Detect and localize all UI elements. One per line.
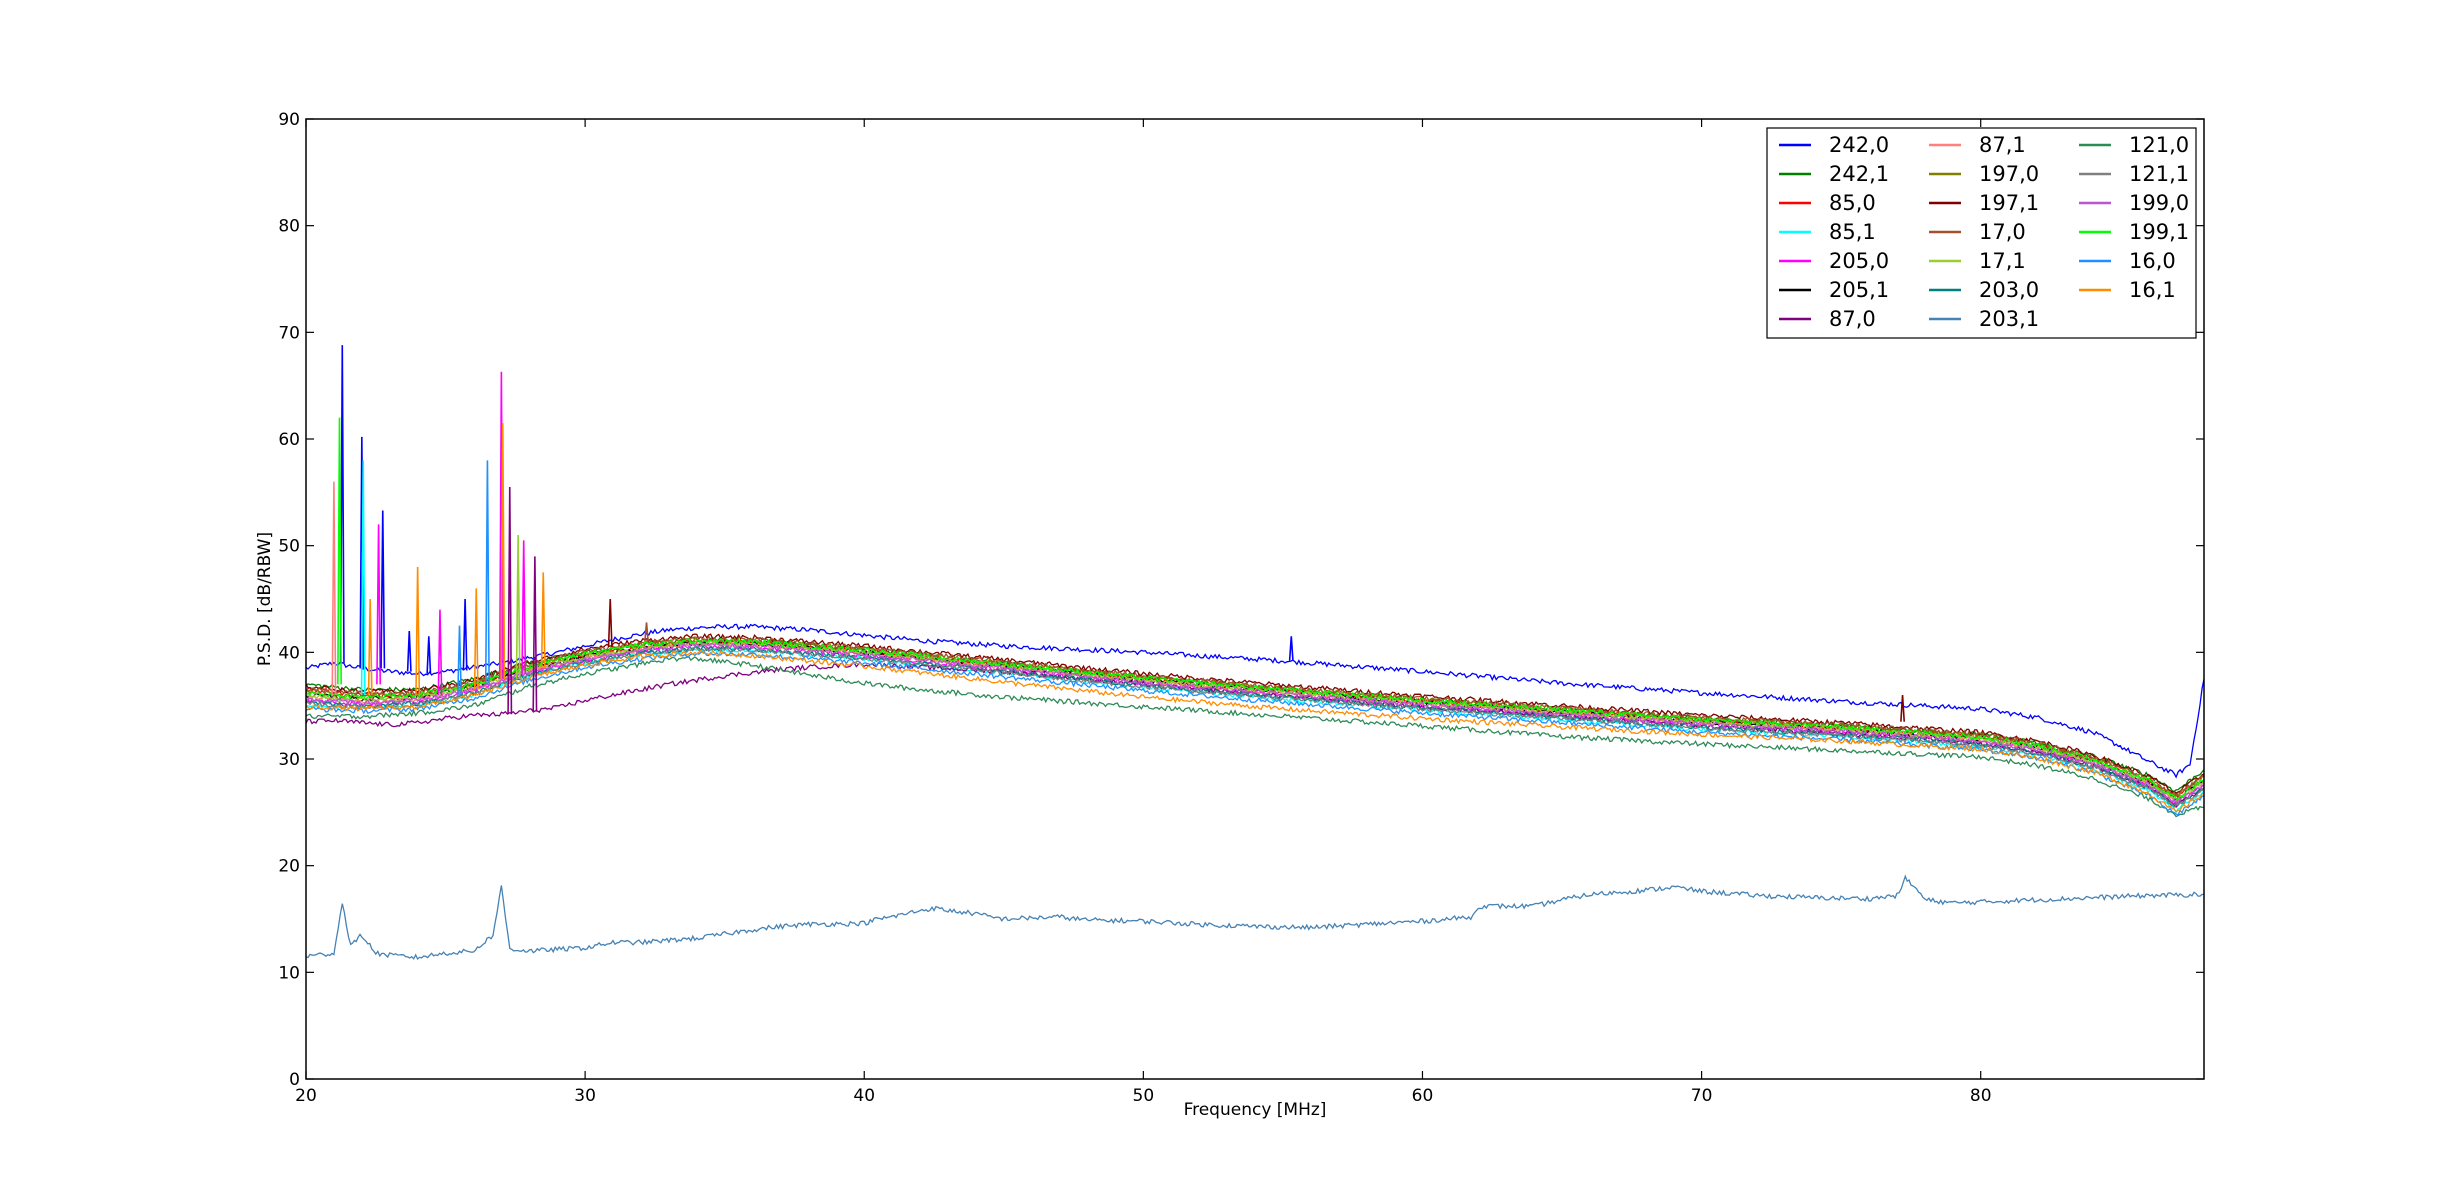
spectral-spike-9 (415, 566, 421, 696)
spectral-spike-11 (437, 609, 443, 696)
spectral-spike-10 (426, 636, 432, 674)
legend-label: 199,1 (2129, 220, 2189, 244)
spectral-spike-25 (1288, 636, 1294, 661)
series-line-242-0 (306, 623, 2204, 779)
legend: 242,0 242,1 85,0 85,1 205,0 205,1 87,0 87,1 197,… (1766, 127, 2197, 339)
spectral-spike-17 (500, 422, 506, 680)
series-line-199-1 (306, 637, 2204, 800)
spectral-spike-6 (380, 510, 386, 669)
legend-label: 85,1 (1829, 220, 1876, 244)
spectral-spike-1 (337, 417, 342, 685)
legend-label: 242,0 (1829, 133, 1889, 157)
legend-label: 205,1 (1829, 278, 1889, 302)
spectral-spike-13 (462, 598, 468, 671)
x-tick-label: 30 (574, 1086, 596, 1106)
legend-label: 16,0 (2129, 249, 2176, 273)
spectral-spike-23 (607, 598, 613, 648)
legend-label: 87,1 (1979, 133, 2026, 157)
legend-label: 242,1 (1829, 162, 1889, 186)
x-tick-label: 50 (1133, 1086, 1155, 1106)
legend-label: 203,1 (1979, 307, 2039, 331)
tick-layer: 20 30 40 50 60 70 80 0 10 20 30 40 50 60 70 80 90 (278, 110, 2204, 1106)
spectral-spike-20 (521, 540, 527, 674)
series-line-16-1 (306, 649, 2204, 813)
series-line-203-1 (306, 874, 2204, 961)
spectral-spike-2 (331, 481, 337, 696)
legend-label: 197,0 (1979, 162, 2039, 186)
legend-label: 87,0 (1829, 307, 1876, 331)
spectral-spike-26 (1900, 694, 1906, 722)
spectral-spike-22 (540, 572, 546, 669)
y-tick-label: 70 (278, 323, 300, 343)
legend-label: 197,1 (1979, 191, 2039, 215)
series-line-121-0 (306, 656, 2204, 818)
legend-label: 203,0 (1979, 278, 2039, 302)
legend-box (1766, 127, 2197, 339)
x-tick-label: 60 (1412, 1086, 1434, 1106)
spectral-spike-18 (507, 486, 513, 715)
y-tick-label: 90 (278, 110, 300, 130)
y-tick-label: 10 (278, 963, 300, 983)
legend-label: 121,1 (2129, 162, 2189, 186)
series-line-121-1 (306, 646, 2204, 809)
y-tick-label: 0 (289, 1070, 300, 1090)
series-line-16-0 (306, 650, 2204, 816)
spectral-spike-15 (484, 460, 490, 685)
legend-label: 205,0 (1829, 249, 1889, 273)
spectral-spike-5 (376, 524, 382, 685)
legend-label: 85,0 (1829, 191, 1876, 215)
y-tick-label: 40 (278, 643, 300, 663)
spectral-spike-19 (515, 534, 521, 680)
spectral-spike-7 (367, 598, 373, 696)
x-axis-label: Frequency [MHz] (1184, 1100, 1327, 1120)
spectral-spike-14 (473, 588, 479, 690)
series-line-197-1 (306, 632, 2204, 794)
spectral-spike-24 (644, 622, 649, 642)
legend-label: 17,1 (1979, 249, 2026, 273)
spike-layer (331, 345, 1906, 722)
series-line-17-1 (306, 639, 2204, 804)
series-line-199-0 (306, 642, 2204, 804)
spectral-spike-8 (406, 630, 412, 672)
y-tick-label: 50 (278, 537, 300, 557)
x-tick-label: 80 (1970, 1086, 1992, 1106)
spectral-spike-12 (457, 625, 462, 696)
legend-label: 17,0 (1979, 220, 2026, 244)
y-tick-label: 60 (278, 430, 300, 450)
x-tick-label: 70 (1691, 1086, 1713, 1106)
series-layer (306, 623, 2204, 961)
x-tick-label: 40 (853, 1086, 875, 1106)
legend-label: 199,0 (2129, 191, 2189, 215)
plot-frame (305, 118, 2205, 1080)
legend-label: 121,0 (2129, 133, 2189, 157)
y-axis-label: P.S.D. [dB/RBW] (255, 532, 275, 666)
legend-label: 16,1 (2129, 278, 2176, 302)
series-line-17-0 (306, 634, 2204, 798)
y-tick-label: 80 (278, 217, 300, 237)
spectral-spike-4 (360, 460, 366, 696)
y-tick-label: 20 (278, 857, 300, 877)
x-tick-label: 20 (295, 1086, 317, 1106)
y-tick-label: 30 (278, 750, 300, 770)
spectral-spike-21 (532, 556, 538, 712)
